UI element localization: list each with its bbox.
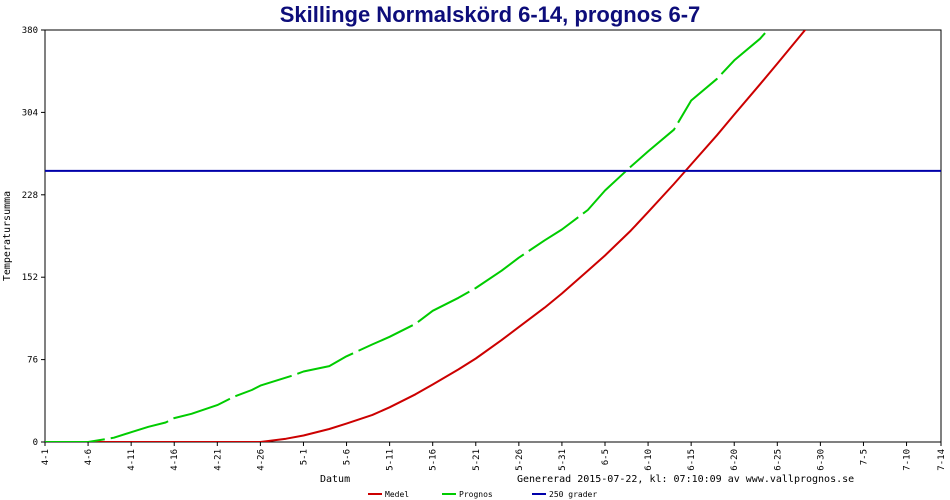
y-axis-ticks: 0 76 152 228 304 380: [22, 26, 45, 448]
x-tick-label: 6-10: [644, 449, 654, 471]
y-tick-label: 304: [22, 108, 38, 118]
legend-label: Prognos: [459, 490, 493, 499]
x-tick-label: 6-25: [773, 449, 783, 471]
x-tick-label: 6-30: [816, 449, 826, 471]
x-tick-label: 5-21: [472, 449, 482, 471]
x-tick-label: 4-26: [256, 449, 266, 471]
series-prognos-line: [45, 30, 770, 442]
series-layer: [45, 30, 941, 442]
legend-item: Prognos: [442, 490, 493, 499]
series-medel-line: [45, 30, 807, 442]
x-tick-label: 4-11: [127, 449, 137, 471]
x-tick-label: 4-21: [213, 449, 223, 471]
x-tick-label: 5-16: [429, 449, 439, 471]
x-tick-label: 6-20: [730, 449, 740, 471]
y-tick-label: 380: [22, 26, 38, 36]
legend-label: Medel: [385, 490, 409, 499]
x-tick-label: 7-14: [937, 449, 947, 471]
x-axis-label: Datum: [320, 474, 350, 485]
x-axis-ticks: 4-1 4-6 4-11 4-16 4-21 4-26 5-1 5-6 5-11 5-16 5-21…: [41, 442, 947, 471]
y-tick-label: 228: [22, 191, 38, 201]
x-tick-label: 7-5: [859, 449, 869, 465]
legend: Medel Prognos 250 grader: [368, 490, 597, 499]
x-tick-label: 7-10: [903, 449, 913, 471]
x-tick-label: 5-11: [386, 449, 396, 471]
y-tick-label: 0: [33, 438, 38, 448]
chart-title: Skillinge Normalskörd 6-14, prognos 6-7: [279, 2, 701, 27]
x-tick-label: 6-5: [601, 449, 611, 465]
legend-label: 250 grader: [549, 490, 597, 499]
legend-item: Medel: [368, 490, 409, 499]
legend-item: 250 grader: [532, 490, 597, 499]
x-tick-label: 4-16: [170, 449, 180, 471]
x-tick-label: 6-15: [687, 449, 697, 471]
x-tick-label: 5-31: [558, 449, 568, 471]
x-tick-label: 4-6: [84, 449, 94, 465]
x-tick-label: 5-26: [515, 449, 525, 471]
x-tick-label: 5-1: [299, 449, 309, 465]
y-tick-label: 76: [27, 356, 38, 366]
x-tick-label: 4-1: [41, 449, 51, 465]
footer-text: Genererad 2015-07-22, kl: 07:10:09 av ww…: [517, 474, 854, 485]
y-tick-label: 152: [22, 273, 38, 283]
x-tick-label: 5-6: [343, 449, 353, 465]
y-axis-label: Temperatursumma: [2, 191, 13, 281]
plot-frame: [44, 29, 942, 443]
